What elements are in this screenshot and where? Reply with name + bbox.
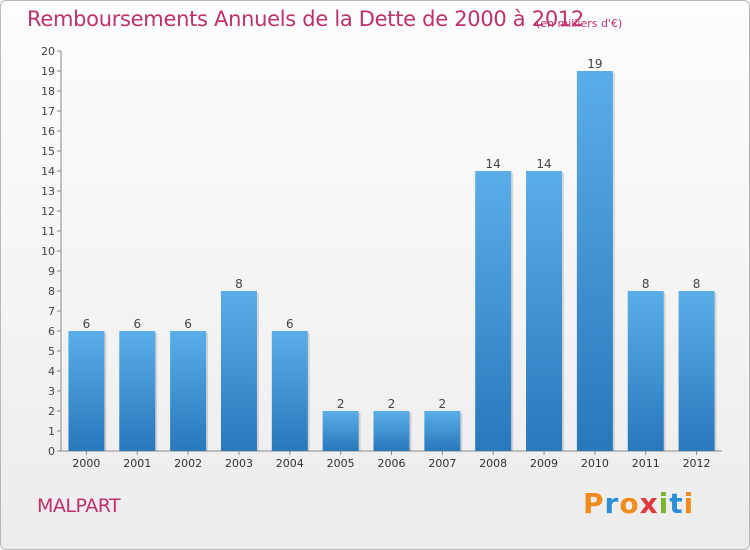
bar: [68, 331, 105, 451]
y-tick-label: 16: [41, 125, 55, 138]
data-label: 19: [587, 57, 602, 71]
y-tick-label: 18: [41, 85, 55, 98]
y-tick-label: 12: [41, 205, 55, 218]
data-label: 6: [83, 317, 91, 331]
bar: [220, 291, 257, 451]
y-tick-label: 17: [41, 105, 55, 118]
bar: [170, 331, 207, 451]
y-tick-label: 1: [48, 425, 55, 438]
y-tick-label: 8: [48, 285, 55, 298]
logo-letter: x: [639, 487, 659, 520]
bar: [271, 331, 308, 451]
y-tick-label: 7: [48, 305, 55, 318]
bar: [424, 411, 461, 451]
y-tick-label: 0: [48, 445, 55, 458]
y-tick-label: 14: [41, 165, 55, 178]
x-tick-label: 2000: [72, 457, 100, 470]
data-label: 8: [693, 277, 701, 291]
data-labels: 6 6 6 8 6 2 2 2 14 14 19 8 8: [83, 57, 701, 411]
data-label: 8: [642, 277, 650, 291]
data-label: 2: [388, 397, 396, 411]
bar: [576, 71, 613, 451]
y-tick-label: 13: [41, 185, 55, 198]
data-label: 6: [286, 317, 294, 331]
y-tick-label: 6: [48, 325, 55, 338]
y-tick-label: 15: [41, 145, 55, 158]
data-label: 6: [133, 317, 141, 331]
x-tick-label: 2004: [276, 457, 304, 470]
chart-unit: (en milliers d'€): [536, 17, 623, 30]
x-tick-label: 2001: [123, 457, 151, 470]
data-label: 2: [337, 397, 345, 411]
logo-letter: t: [669, 487, 684, 520]
logo-letter: P: [583, 487, 605, 520]
logo-letter: r: [604, 487, 620, 520]
data-label: 14: [536, 157, 551, 171]
y-tick-label: 2: [48, 405, 55, 418]
data-label: 2: [439, 397, 447, 411]
bar: [678, 291, 715, 451]
data-label: 8: [235, 277, 243, 291]
x-tick-label: 2012: [683, 457, 711, 470]
x-tick-label: 2008: [479, 457, 507, 470]
x-tick-label: 2002: [174, 457, 202, 470]
bar: [627, 291, 664, 451]
x-tick-label: 2006: [378, 457, 406, 470]
x-tick-label: 2011: [632, 457, 660, 470]
proxiti-logo: Proxiti: [583, 487, 694, 520]
y-tick-label: 20: [41, 45, 55, 58]
x-tick-label: 2003: [225, 457, 253, 470]
bars: [68, 71, 717, 451]
logo-letter: i: [683, 487, 695, 520]
logo-letter: o: [619, 487, 640, 520]
x-tick-label: 2009: [530, 457, 558, 470]
bar: [526, 171, 563, 451]
y-tick-label: 19: [41, 65, 55, 78]
x-tick-label: 2007: [428, 457, 456, 470]
bar: [322, 411, 359, 451]
chart-title: Remboursements Annuels de la Dette de 20…: [27, 7, 584, 31]
data-label: 14: [486, 157, 501, 171]
bar: [119, 331, 156, 451]
x-tick-label: 2005: [327, 457, 355, 470]
logo-letter: i: [658, 487, 670, 520]
y-tick-label: 4: [48, 365, 55, 378]
y-tick-label: 3: [48, 385, 55, 398]
x-tick-label: 2010: [581, 457, 609, 470]
bar: [373, 411, 410, 451]
y-tick-label: 11: [41, 225, 55, 238]
y-tick-label: 5: [48, 345, 55, 358]
data-label: 6: [184, 317, 192, 331]
y-tick-label: 9: [48, 265, 55, 278]
commune-name: MALPART: [37, 495, 121, 517]
y-tick-label: 10: [41, 245, 55, 258]
bar: [475, 171, 512, 451]
x-axis: 2000 2001 2002 2003 2004 2005 2006 2007 2008 2009…: [72, 451, 711, 470]
